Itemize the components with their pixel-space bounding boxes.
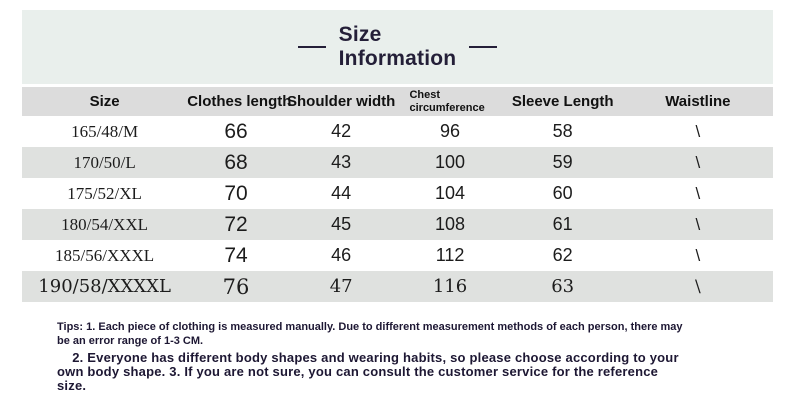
page-title-line1: Size xyxy=(338,23,382,47)
table-row: 165/48/M 66 42 96 58 \ xyxy=(22,116,773,147)
header-waistline: Waistline xyxy=(665,93,731,110)
cell-chest: 100 xyxy=(435,152,466,172)
cell-chest: 104 xyxy=(435,183,466,203)
cell-chest: 112 xyxy=(435,245,465,265)
cell-waistline: \ xyxy=(694,276,701,297)
title-right-dash xyxy=(469,46,498,48)
cell-clothes-length: 72 xyxy=(224,212,248,236)
table-header-row: Size Clothes length Shoulder width Chest… xyxy=(22,87,773,116)
tips-measurement-note: Tips: 1. Each piece of clothing is measu… xyxy=(57,321,683,347)
cell-sleeve-length: 59 xyxy=(552,152,573,172)
cell-size: 165/48/M xyxy=(71,121,139,141)
cell-size: 190/58/XXXXL xyxy=(38,276,171,297)
cell-sleeve-length: 63 xyxy=(551,276,575,297)
cell-sleeve-length: 60 xyxy=(552,183,573,203)
table-row: 190/58/XXXXL 76 47 116 63 \ xyxy=(22,271,773,302)
cell-size: 175/52/XL xyxy=(67,183,142,203)
cell-shoulder-width: 46 xyxy=(331,245,352,265)
cell-clothes-length: 74 xyxy=(224,243,248,267)
cell-shoulder-width: 47 xyxy=(329,276,353,297)
cell-clothes-length: 66 xyxy=(224,119,248,143)
cell-size: 185/56/XXXL xyxy=(55,245,155,265)
size-table: Size Clothes length Shoulder width Chest… xyxy=(22,87,773,302)
header-size: Size xyxy=(89,93,120,110)
header-sleeve-length: Sleeve Length xyxy=(511,93,614,110)
cell-clothes-length: 70 xyxy=(224,181,248,205)
cell-waistline: \ xyxy=(695,121,701,141)
cell-waistline: \ xyxy=(695,183,701,203)
page-title-line2: Information xyxy=(338,47,457,70)
cell-sleeve-length: 62 xyxy=(552,245,573,265)
cell-sleeve-length: 58 xyxy=(552,121,573,141)
header-clothes-length: Clothes length xyxy=(187,93,292,110)
cell-shoulder-width: 43 xyxy=(331,152,352,172)
cell-chest: 108 xyxy=(435,214,466,234)
title-left-dash xyxy=(297,46,326,48)
cell-waistline: \ xyxy=(695,152,701,172)
table-row: 170/50/L 68 43 100 59 \ xyxy=(22,147,773,178)
cell-chest: 116 xyxy=(432,276,468,297)
title-panel: Size Information xyxy=(22,10,773,84)
cell-clothes-length: 76 xyxy=(222,274,250,299)
cell-size: 170/50/L xyxy=(73,152,136,172)
table-row: 180/54/XXL 72 45 108 61 \ xyxy=(22,209,773,240)
page-title: Size Information xyxy=(339,23,457,70)
table-row: 175/52/XL 70 44 104 60 \ xyxy=(22,178,773,209)
cell-clothes-length: 68 xyxy=(224,150,248,174)
cell-chest: 96 xyxy=(440,121,461,141)
cell-shoulder-width: 44 xyxy=(331,183,352,203)
cell-shoulder-width: 45 xyxy=(331,214,352,234)
header-chest-circumference: Chest circumference xyxy=(409,88,485,114)
cell-waistline: \ xyxy=(695,214,701,234)
cell-sleeve-length: 61 xyxy=(552,214,573,234)
cell-size: 180/54/XXL xyxy=(61,214,149,234)
header-shoulder-width: Shoulder width xyxy=(287,93,396,110)
table-row: 185/56/XXXL 74 46 112 62 \ xyxy=(22,240,773,271)
tips-body-shape-note: 2. Everyone has different body shapes an… xyxy=(57,349,679,393)
tips: Tips: 1. Each piece of clothing is measu… xyxy=(57,321,705,393)
cell-waistline: \ xyxy=(695,245,701,265)
cell-shoulder-width: 42 xyxy=(331,121,352,141)
